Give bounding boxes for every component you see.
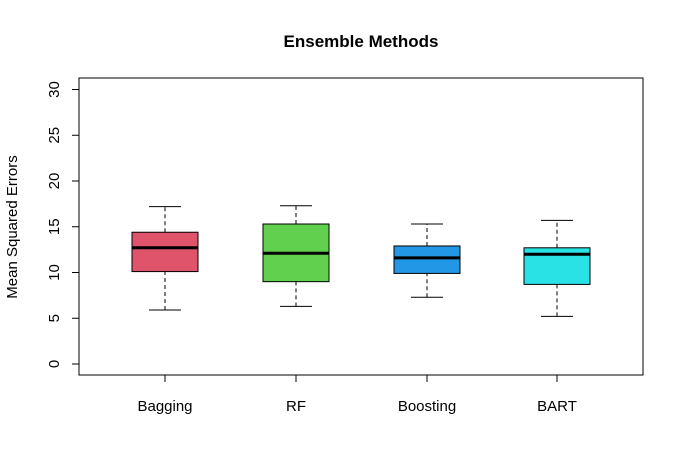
x-tick-label: BART: [537, 398, 577, 415]
iqr-box: [131, 231, 199, 273]
box-rf: [262, 205, 330, 307]
boxes: [131, 205, 591, 317]
y-axis-label: Mean Squared Errors: [4, 155, 21, 298]
box-bagging: [131, 206, 199, 311]
plot-frame: [78, 77, 644, 376]
x-tick-label: RF: [286, 398, 306, 415]
iqr-box: [393, 245, 461, 274]
y-tick-label: 15: [46, 218, 63, 235]
y-axis: 0 5 10 15 20 25 30: [46, 81, 80, 368]
x-axis: Bagging RF Boosting BART: [137, 375, 577, 415]
y-tick-label: 0: [46, 360, 63, 368]
y-tick-label: 25: [46, 127, 63, 144]
box-bart: [523, 219, 591, 317]
y-tick-label: 30: [46, 81, 63, 98]
chart-title: Ensemble Methods: [284, 32, 439, 51]
y-tick-label: 20: [46, 173, 63, 190]
y-tick-label: 10: [46, 264, 63, 281]
box-boosting: [393, 223, 461, 298]
x-tick-label: Boosting: [398, 398, 456, 415]
y-tick-label: 5: [46, 314, 63, 322]
x-tick-label: Bagging: [137, 398, 192, 415]
